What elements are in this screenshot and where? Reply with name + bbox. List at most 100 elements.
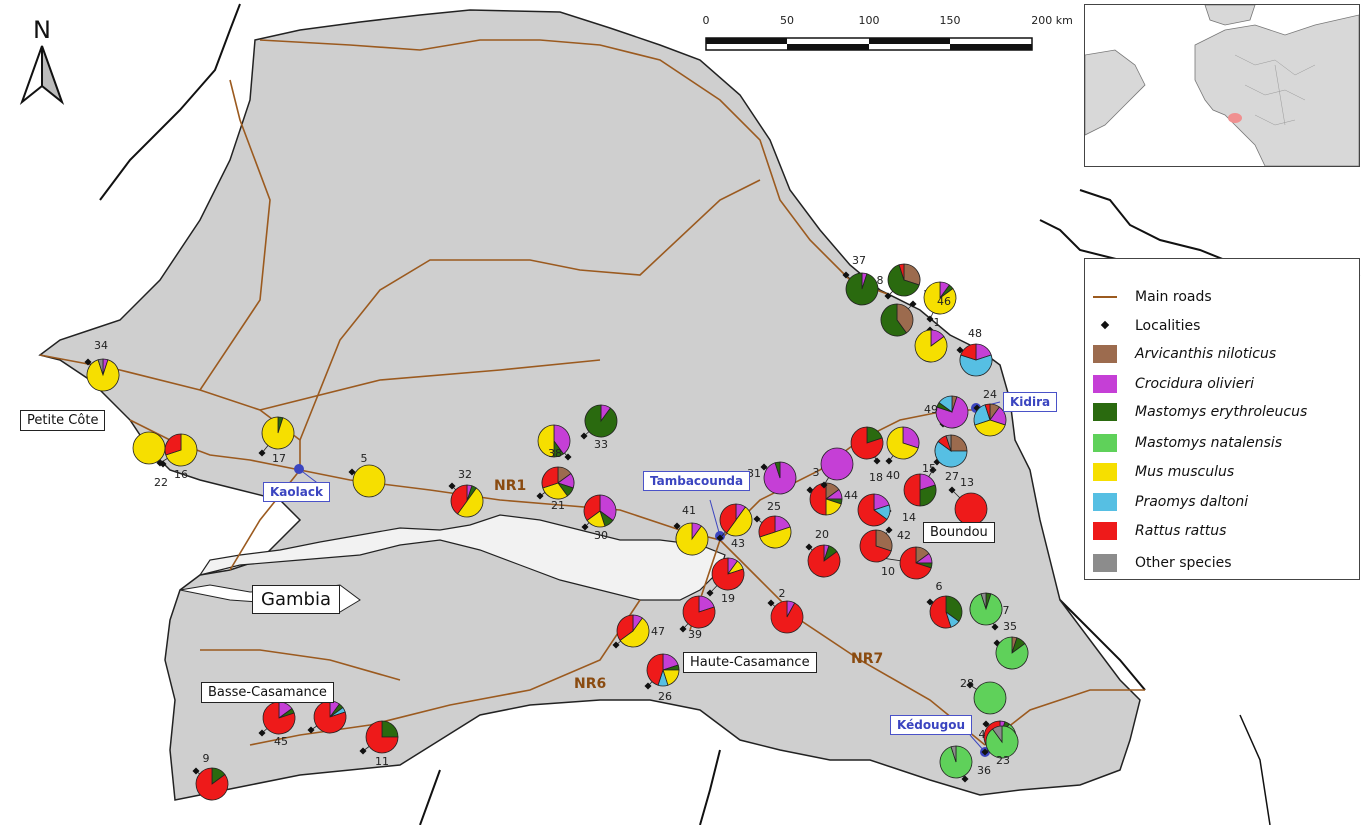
pie-slice bbox=[584, 404, 618, 438]
locality-label: 11 bbox=[375, 755, 389, 768]
locality-7: 7 bbox=[969, 592, 1010, 631]
pie-slice bbox=[758, 515, 776, 538]
locality-marker bbox=[706, 589, 714, 597]
locality-marker bbox=[359, 747, 367, 755]
locality-label: 9 bbox=[203, 752, 210, 765]
locality-31: 31 bbox=[747, 461, 797, 495]
locality-label: 15 bbox=[922, 462, 936, 475]
locality-marker bbox=[716, 534, 724, 542]
locality-marker bbox=[536, 492, 544, 500]
locality-marker bbox=[673, 522, 681, 530]
locality-1: 1 bbox=[914, 316, 948, 363]
locality-38: 38 bbox=[537, 424, 572, 461]
locality-32: 32 bbox=[448, 468, 484, 518]
locality-label: 39 bbox=[688, 628, 702, 641]
locality-44: 44 bbox=[820, 447, 858, 502]
pie-slice bbox=[938, 395, 953, 413]
locality-label: 26 bbox=[658, 690, 672, 703]
pie-slice bbox=[820, 447, 854, 481]
locality-label: 48 bbox=[968, 327, 982, 340]
north-arrow-right bbox=[41, 45, 65, 105]
pie-slice bbox=[974, 419, 1006, 437]
pie-slice bbox=[807, 544, 841, 578]
locality-marker bbox=[885, 526, 893, 534]
locality-label: 18 bbox=[869, 471, 883, 484]
city-kidira: Kidira bbox=[1003, 392, 1058, 412]
pie-slice bbox=[352, 464, 386, 498]
locality-marker bbox=[884, 292, 892, 300]
locality-label: 2 bbox=[779, 587, 786, 600]
legend: Main roads Localities Arvicanthis niloti… bbox=[1084, 258, 1360, 580]
locality-label: 22 bbox=[154, 476, 168, 489]
locality-label: 17 bbox=[272, 452, 286, 465]
pie-slice bbox=[759, 526, 792, 549]
pie-slice bbox=[857, 493, 888, 527]
legend-item-praomys: Praomys daltoni bbox=[1093, 492, 1248, 512]
locality-marker bbox=[982, 720, 990, 728]
locality-marker bbox=[258, 729, 266, 737]
locality-marker bbox=[873, 457, 881, 465]
pie-slice bbox=[313, 700, 347, 734]
city-tambacounda: Tambacounda bbox=[643, 471, 751, 491]
locality-2: 2 bbox=[767, 587, 804, 634]
locality-marker bbox=[885, 457, 893, 465]
locality-17: 17 bbox=[258, 416, 295, 465]
pie-slice bbox=[457, 487, 484, 518]
locality-41: 41 bbox=[673, 504, 709, 556]
legend-swatch bbox=[1093, 403, 1117, 421]
pie-slice bbox=[959, 354, 993, 377]
road-label-nr1: NR1 bbox=[494, 478, 527, 494]
locality-label: 45 bbox=[274, 735, 288, 748]
locality-marker bbox=[644, 682, 652, 690]
locality-marker bbox=[753, 515, 761, 523]
pie-slice bbox=[903, 263, 921, 286]
region-gambia: Gambia bbox=[252, 585, 340, 614]
locality-marker bbox=[448, 482, 456, 490]
locality-label: 8 bbox=[877, 274, 884, 287]
locality-30: 30 bbox=[581, 494, 617, 542]
locality-marker bbox=[948, 486, 956, 494]
scale-tick-200: 200 km bbox=[1031, 14, 1073, 27]
locality-9: 9 bbox=[192, 752, 229, 801]
pie-slice bbox=[599, 494, 617, 521]
pie-slice bbox=[899, 546, 932, 580]
locality-label: 43 bbox=[731, 537, 745, 550]
locality-marker bbox=[929, 466, 937, 474]
locality-marker bbox=[966, 681, 974, 689]
locality-marker bbox=[981, 748, 989, 756]
locality-label: 5 bbox=[361, 452, 368, 465]
pie-slice bbox=[682, 595, 716, 629]
locality-27: 27 bbox=[933, 434, 968, 483]
locality-3: 3 bbox=[806, 466, 843, 516]
locality-43: 43 bbox=[716, 503, 753, 550]
locality-label: 23 bbox=[996, 754, 1010, 767]
road-label-nr7: NR7 bbox=[851, 651, 884, 667]
locality-label: 44 bbox=[844, 489, 858, 502]
locality-18: 18 bbox=[850, 426, 884, 484]
pie-slice bbox=[262, 701, 296, 735]
locality-label: 7 bbox=[1003, 604, 1010, 617]
pie-slice bbox=[261, 416, 295, 450]
pie-slice bbox=[903, 473, 921, 507]
locality-label: 37 bbox=[852, 254, 866, 267]
north-arrow: N bbox=[19, 18, 65, 105]
pie-slice bbox=[365, 720, 399, 754]
pie-slice bbox=[164, 433, 182, 456]
pie-slice bbox=[850, 426, 884, 460]
locality-label: 10 bbox=[881, 565, 895, 578]
locality-marker bbox=[926, 598, 934, 606]
pie-slice bbox=[541, 466, 559, 489]
region-haute-casamance: Haute-Casamance bbox=[683, 652, 817, 673]
pie-slice bbox=[914, 329, 948, 363]
locality-49: 49 bbox=[924, 395, 969, 429]
locality-13: 13 bbox=[948, 476, 988, 526]
pie-slice bbox=[616, 614, 634, 641]
locality-14: 14 bbox=[857, 493, 916, 527]
locality-label: 4 bbox=[979, 728, 986, 741]
locality-label: 41 bbox=[682, 504, 696, 517]
pie-slice bbox=[875, 529, 893, 552]
locality-label: 19 bbox=[721, 592, 735, 605]
pie-slice bbox=[984, 403, 991, 421]
locality-40: 40 bbox=[885, 426, 920, 482]
locality-12: 12 bbox=[880, 288, 937, 337]
